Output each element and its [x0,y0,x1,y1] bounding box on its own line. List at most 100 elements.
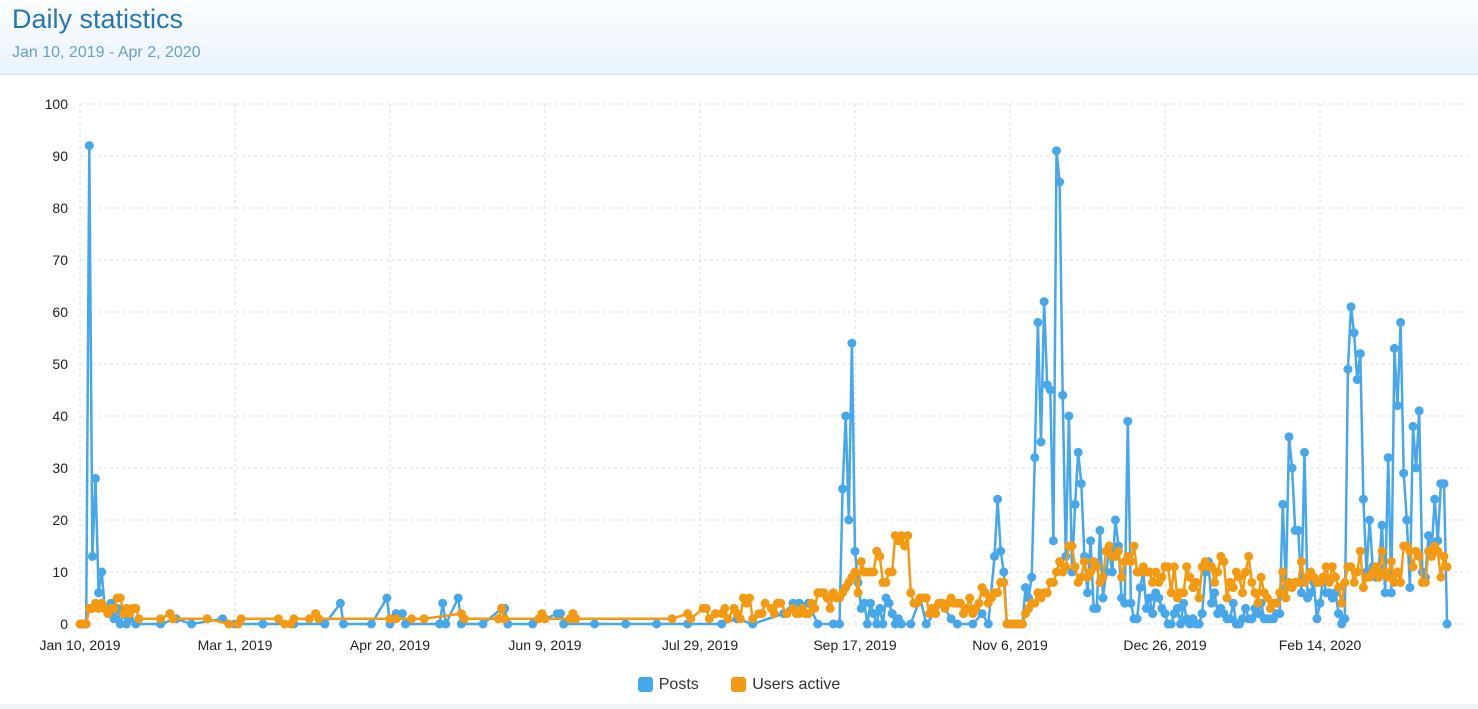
data-point-posts [1402,515,1412,525]
data-point-users-active [1389,577,1399,587]
data-point-users-active [1086,567,1096,577]
data-point-users-active [1114,546,1123,556]
data-point-posts [1411,463,1421,473]
data-point-posts [862,619,872,629]
data-point-users-active [1017,619,1027,629]
data-point-users-active [156,614,166,624]
data-point-users-active [769,609,779,619]
data-point-posts [438,598,448,608]
data-point-users-active [974,598,984,608]
data-point-users-active [1340,577,1350,587]
data-point-posts [1210,588,1220,598]
data-point-posts [1377,520,1387,530]
data-point-posts [1253,609,1263,619]
data-point-users-active [81,619,91,629]
legend-item-users-active[interactable]: Users active [731,676,840,694]
data-point-posts [366,619,376,629]
data-point-posts [1092,603,1102,613]
data-point-posts [1442,619,1452,629]
data-point-users-active [804,609,813,619]
data-point-users-active [1055,557,1065,567]
data-point-users-active [1098,572,1108,582]
data-point-users-active [419,614,429,624]
data-point-posts [1278,499,1288,509]
data-point-posts [1225,614,1235,624]
data-point-posts [528,619,538,629]
daily-statistics-chart: 0 10 20 30 40 50 60 70 80 90 100 Jan 10, 2019 Mar 1,… [40,96,1468,653]
data-point-posts [1293,525,1303,535]
legend-item-posts[interactable]: Posts [637,676,699,694]
data-point-posts [1349,328,1359,338]
data-point-users-active [224,619,234,629]
data-point-users-active [1442,562,1452,572]
data-point-users-active [1262,593,1272,603]
data-point-users-active [1210,577,1220,587]
data-point-posts [1070,499,1080,509]
data-point-users-active [1374,572,1384,582]
data-point-users-active [1318,572,1328,582]
data-point-users-active [822,593,832,603]
data-point-users-active [1092,562,1102,572]
data-point-users-active [304,614,314,624]
data-point-posts [1110,515,1120,525]
data-point-users-active [1126,557,1136,567]
data-point-users-active [236,614,246,624]
data-point-posts [1098,593,1108,603]
data-point-users-active [993,588,1003,598]
x-tick-label: Dec 26, 2019 [1123,637,1206,653]
data-point-users-active [1222,593,1232,603]
data-point-users-active [1439,551,1449,561]
data-point-users-active [540,614,550,624]
data-point-posts [91,473,100,483]
data-point-users-active [897,531,906,541]
data-point-users-active [1166,588,1176,598]
data-point-posts [1346,302,1356,312]
y-tick-label: 60 [52,304,68,320]
data-point-posts [382,593,392,603]
data-point-posts [1126,598,1136,608]
y-tick-label: 50 [52,356,68,372]
y-tick-label: 0 [60,616,68,632]
data-point-posts [1383,453,1393,463]
data-point-posts [996,546,1006,556]
data-point-users-active [1427,551,1437,561]
data-point-users-active [1241,567,1251,577]
chart-header: Daily statistics Jan 10, 2019 - Apr 2, 2… [0,0,1478,75]
data-point-posts [1030,453,1040,463]
data-point-posts [556,609,565,619]
data-point-users-active [1234,572,1244,582]
data-point-posts [1284,432,1294,442]
data-point-users-active [1321,562,1331,572]
data-point-users-active [1393,567,1402,577]
data-point-posts [1399,468,1409,478]
data-point-users-active [711,609,720,619]
data-point-posts [1247,614,1257,624]
data-point-posts [1039,297,1049,307]
data-point-users-active [760,598,770,608]
data-point-posts [1073,447,1083,457]
data-point-users-active [1185,572,1195,582]
data-point-users-active [500,614,510,624]
x-tick-label: Nov 6, 2019 [972,637,1048,653]
data-point-posts [1393,401,1402,411]
data-point-users-active [745,593,755,603]
data-point-posts [258,619,268,629]
data-point-posts [1334,609,1344,619]
data-point-posts [990,551,999,561]
data-point-posts [717,619,727,629]
data-point-posts [1086,536,1096,546]
data-point-users-active [1337,598,1347,608]
data-point-users-active [1182,562,1192,572]
legend-swatch-users-active [731,677,747,692]
data-point-users-active [825,603,835,613]
data-point-posts [866,598,875,608]
data-point-users-active [131,603,141,613]
data-point-posts [844,515,854,525]
data-point-users-active [921,593,931,603]
data-point-users-active [1275,588,1285,598]
data-point-posts [1241,603,1251,613]
page-title: Daily statistics [12,4,184,34]
data-point-posts [1135,583,1145,593]
data-point-posts [835,619,844,629]
data-point-users-active [1436,572,1446,582]
